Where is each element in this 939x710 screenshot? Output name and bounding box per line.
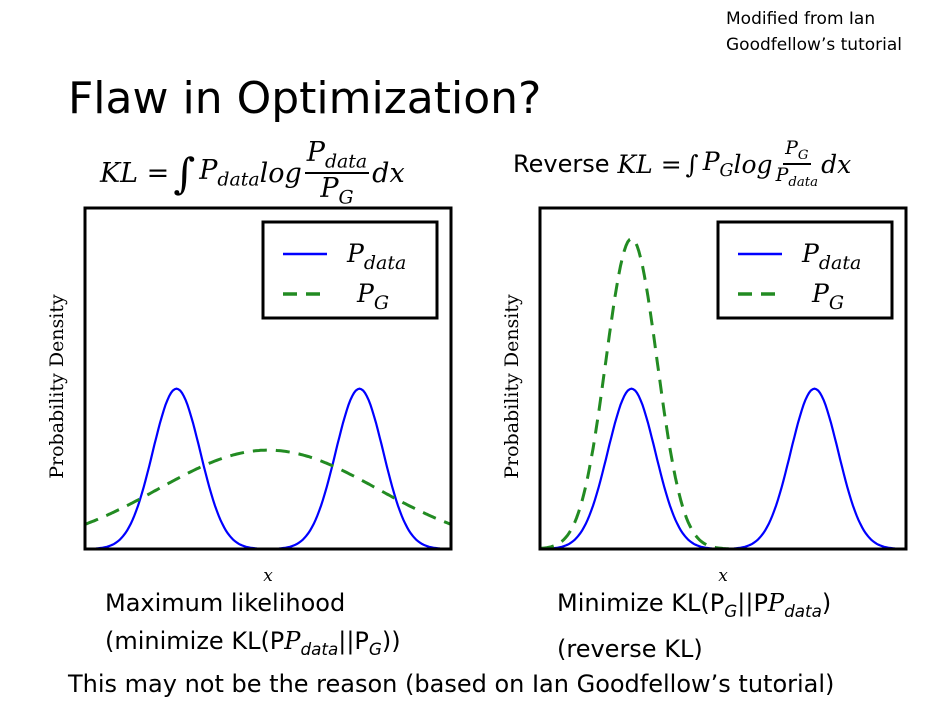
integral-sign: ∫ <box>173 148 196 198</box>
eq-prefix: Reverse <box>513 150 610 179</box>
plot-frame <box>83 206 453 551</box>
caption-line: Minimize KL(PG||PPdata) <box>557 589 832 621</box>
eq-p: PG <box>702 147 734 182</box>
y-axis-label: Probability Density <box>46 294 68 479</box>
series-pdata-line <box>85 387 451 550</box>
caption-left: Maximum likelihood (minimize KL(PPdata||… <box>105 584 401 668</box>
y-axis-label: Probability Density <box>501 294 523 479</box>
plot-frame <box>538 206 908 551</box>
footer-note: This may not be the reason (based on Ian… <box>68 670 835 698</box>
slide-title: Flaw in Optimization? <box>68 73 542 124</box>
kl-equation: KL = ∫ Pdata log Pdata PG dx <box>100 138 405 208</box>
caption-line: (minimize KL(PPdata||PG)) <box>105 627 401 659</box>
eq-lhs: KL = <box>617 149 682 179</box>
caption-line: Maximum likelihood <box>105 589 346 617</box>
credit-line: Modified from Ian <box>726 9 876 29</box>
eq-fraction: PG Pdata <box>775 137 819 191</box>
credit-note: Modified from Ian Goodfellow’s tutorial <box>726 6 902 58</box>
eq-p: Pdata <box>199 155 260 191</box>
eq-log: log <box>259 157 302 189</box>
eq-dx: dx <box>821 149 852 179</box>
caption-line: (reverse KL) <box>557 634 703 663</box>
legend-box <box>261 220 439 320</box>
credit-line: Goodfellow’s tutorial <box>726 35 902 55</box>
integral-sign: ∫ <box>685 149 699 179</box>
eq-fraction: Pdata PG <box>304 137 370 209</box>
eq-dx: dx <box>372 157 405 189</box>
x-axis-label: x <box>718 566 728 586</box>
caption-right: Minimize KL(PG||PPdata) (reverse KL) <box>557 584 831 668</box>
series-pdata-line <box>540 387 906 550</box>
series-pg-line <box>84 448 452 526</box>
x-axis-label: x <box>263 566 273 586</box>
reverse-kl-equation: Reverse KL = ∫ PG log PG Pdata dx <box>513 138 851 191</box>
eq-log: log <box>733 149 773 179</box>
eq-lhs: KL = <box>100 157 170 189</box>
legend-box <box>716 220 894 320</box>
